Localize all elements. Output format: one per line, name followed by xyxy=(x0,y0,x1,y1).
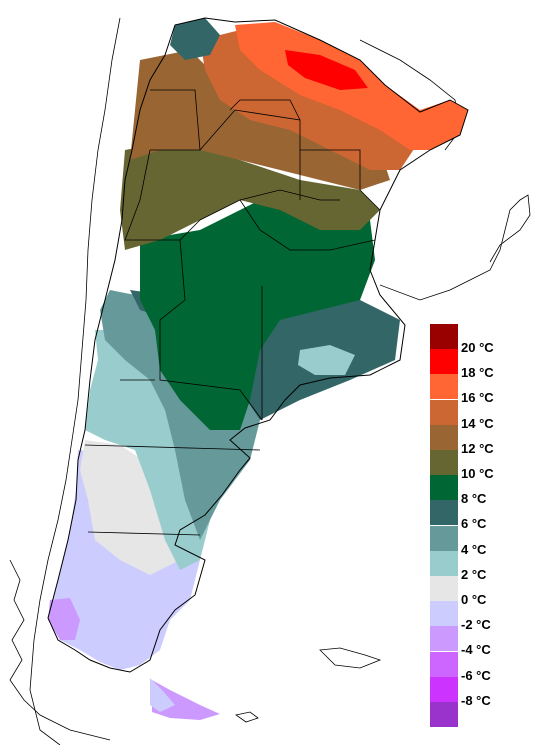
legend-swatch xyxy=(430,324,458,349)
legend-swatch xyxy=(430,702,458,727)
legend-swatch xyxy=(430,525,458,551)
legend-swatch xyxy=(430,500,458,526)
zone-teal-nw xyxy=(170,18,220,60)
zone-violet xyxy=(48,598,80,640)
legend-label: 0 °C xyxy=(461,592,487,607)
legend-label: -4 °C xyxy=(461,642,491,658)
zone-violet-tdf xyxy=(152,680,220,720)
legend-label: 20 °C xyxy=(461,340,494,355)
legend-label: 16 °C xyxy=(461,390,494,406)
legend-swatch xyxy=(430,399,458,425)
legend-label: 12 °C xyxy=(461,440,494,456)
zone-gray xyxy=(80,440,180,575)
legend-swatch xyxy=(430,475,458,501)
legend-swatch xyxy=(430,374,458,400)
legend-swatch xyxy=(430,349,458,375)
temperature-fill xyxy=(48,18,468,720)
zone-lavender-tdf xyxy=(150,678,175,712)
legend-swatch xyxy=(430,450,458,475)
country-outline xyxy=(47,17,469,673)
legend-swatch xyxy=(430,651,458,677)
legend-swatch xyxy=(430,601,458,627)
legend-label: -2 °C xyxy=(461,617,491,633)
legend-swatch xyxy=(430,576,458,601)
province-borders xyxy=(84,89,381,536)
zone-olive xyxy=(120,140,380,250)
temperature-legend: 20 °C 18 °C 16 °C 14 °C 12 °C 10 °C 8 °C 6 °C 4 … xyxy=(430,324,530,727)
neighbour-outlines xyxy=(9,17,531,745)
legend-swatch xyxy=(430,626,458,652)
legend-swatch xyxy=(430,676,458,702)
legend-label: 6 °C xyxy=(461,516,487,532)
legend-label: 18 °C xyxy=(461,365,494,381)
zone-hottest xyxy=(285,50,368,90)
legend-label: 8 °C xyxy=(461,491,487,507)
legend-label: -8 °C xyxy=(461,692,491,708)
legend-label: 14 °C xyxy=(461,415,494,431)
zone-lightteal-east xyxy=(298,345,355,375)
legend-label: 10 °C xyxy=(461,466,494,481)
legend-swatch xyxy=(430,424,458,450)
legend-label: 2 °C xyxy=(461,566,487,582)
legend-label: -6 °C xyxy=(461,667,491,683)
legend-swatch xyxy=(430,550,458,576)
legend-label: 4 °C xyxy=(461,541,487,557)
zone-green xyxy=(140,200,375,430)
